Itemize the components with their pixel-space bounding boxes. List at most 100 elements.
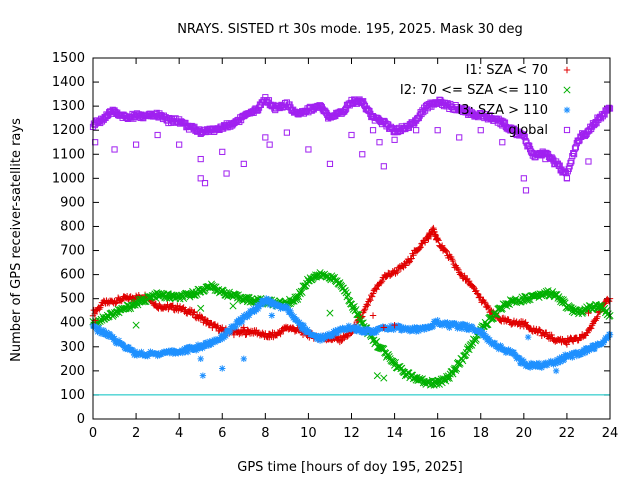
data-point bbox=[355, 323, 362, 331]
outlier-point bbox=[201, 180, 209, 187]
data-point bbox=[131, 348, 139, 355]
data-point bbox=[504, 348, 511, 356]
outlier-point bbox=[197, 155, 204, 163]
outlier-point bbox=[376, 139, 383, 146]
y-tick-label: 0 bbox=[77, 412, 85, 427]
data-point bbox=[96, 324, 103, 331]
outlier-point bbox=[413, 127, 420, 134]
data-point bbox=[336, 279, 344, 287]
x-tick-label: 20 bbox=[516, 426, 533, 441]
data-point bbox=[486, 336, 493, 343]
outlier-point bbox=[524, 333, 532, 341]
data-point bbox=[461, 272, 468, 280]
data-point bbox=[485, 304, 493, 312]
outlier-point bbox=[456, 134, 463, 141]
data-point bbox=[507, 347, 514, 354]
data-point bbox=[294, 318, 301, 325]
data-point bbox=[181, 345, 188, 352]
data-point bbox=[444, 319, 451, 326]
data-point bbox=[495, 345, 502, 353]
data-point bbox=[591, 345, 598, 353]
outlier-point bbox=[197, 175, 204, 182]
data-point bbox=[396, 323, 404, 330]
data-point bbox=[558, 353, 565, 361]
data-point bbox=[606, 104, 613, 111]
data-point bbox=[494, 344, 502, 351]
data-point bbox=[238, 318, 246, 326]
data-point bbox=[153, 351, 160, 358]
data-point bbox=[398, 327, 405, 334]
data-point bbox=[242, 313, 249, 320]
data-point bbox=[475, 327, 483, 335]
outlier-point bbox=[219, 365, 226, 372]
outlier-point bbox=[380, 163, 387, 170]
data-point bbox=[567, 353, 574, 361]
data-point bbox=[343, 293, 351, 301]
data-point bbox=[236, 320, 243, 327]
data-marks bbox=[89, 94, 614, 389]
data-point bbox=[491, 339, 499, 347]
y-tick-label: 200 bbox=[60, 364, 85, 379]
data-point bbox=[138, 348, 145, 356]
outlier-point bbox=[348, 131, 355, 139]
data-point bbox=[322, 108, 329, 115]
data-point bbox=[317, 332, 325, 339]
data-point bbox=[542, 287, 550, 295]
data-point bbox=[253, 306, 260, 314]
data-point bbox=[581, 349, 589, 357]
outlier-point bbox=[197, 355, 204, 363]
outlier-point bbox=[434, 127, 441, 134]
data-point bbox=[267, 297, 274, 305]
y-tick-label: 100 bbox=[60, 388, 85, 403]
data-point bbox=[254, 305, 262, 313]
data-point bbox=[405, 324, 413, 332]
data-point bbox=[425, 235, 432, 243]
data-point bbox=[378, 277, 386, 285]
data-point bbox=[329, 332, 336, 340]
data-point bbox=[342, 326, 350, 334]
data-point bbox=[178, 346, 186, 354]
data-point bbox=[442, 247, 449, 254]
data-point bbox=[485, 338, 493, 345]
outlier-point bbox=[111, 146, 118, 153]
series-2-points bbox=[89, 295, 614, 371]
data-point bbox=[572, 144, 579, 151]
outlier-point bbox=[219, 148, 226, 155]
outlier-point bbox=[326, 160, 334, 167]
outlier-group-0 bbox=[92, 127, 592, 194]
data-point bbox=[449, 370, 457, 378]
data-point bbox=[386, 325, 394, 332]
data-point bbox=[434, 317, 441, 324]
data-point bbox=[373, 286, 380, 293]
data-point bbox=[552, 360, 559, 367]
data-point bbox=[232, 324, 239, 331]
outlier-point bbox=[563, 175, 571, 182]
data-point bbox=[442, 320, 449, 327]
data-point bbox=[443, 374, 452, 382]
data-point bbox=[557, 358, 564, 366]
data-point bbox=[103, 329, 110, 336]
y-tick-label: 300 bbox=[60, 340, 85, 355]
data-point bbox=[521, 133, 528, 140]
outlier-point bbox=[240, 324, 247, 331]
outlier-point bbox=[563, 341, 571, 348]
data-point bbox=[473, 287, 480, 294]
data-point bbox=[360, 307, 368, 314]
x-tick-label: 22 bbox=[559, 426, 576, 441]
data-point bbox=[465, 277, 473, 285]
data-point bbox=[353, 310, 361, 318]
data-point bbox=[481, 330, 488, 337]
legend-entry-label: I3: SZA > 110 bbox=[457, 103, 548, 118]
data-point bbox=[351, 323, 359, 330]
data-point bbox=[579, 350, 587, 357]
x-tick-label: 18 bbox=[472, 426, 489, 441]
outlier-point bbox=[223, 170, 230, 177]
data-point bbox=[570, 151, 578, 158]
data-point bbox=[418, 325, 425, 333]
outlier-point bbox=[585, 158, 592, 165]
data-point bbox=[420, 324, 427, 332]
data-point bbox=[298, 288, 306, 297]
data-point bbox=[390, 326, 397, 334]
data-point bbox=[434, 236, 441, 243]
